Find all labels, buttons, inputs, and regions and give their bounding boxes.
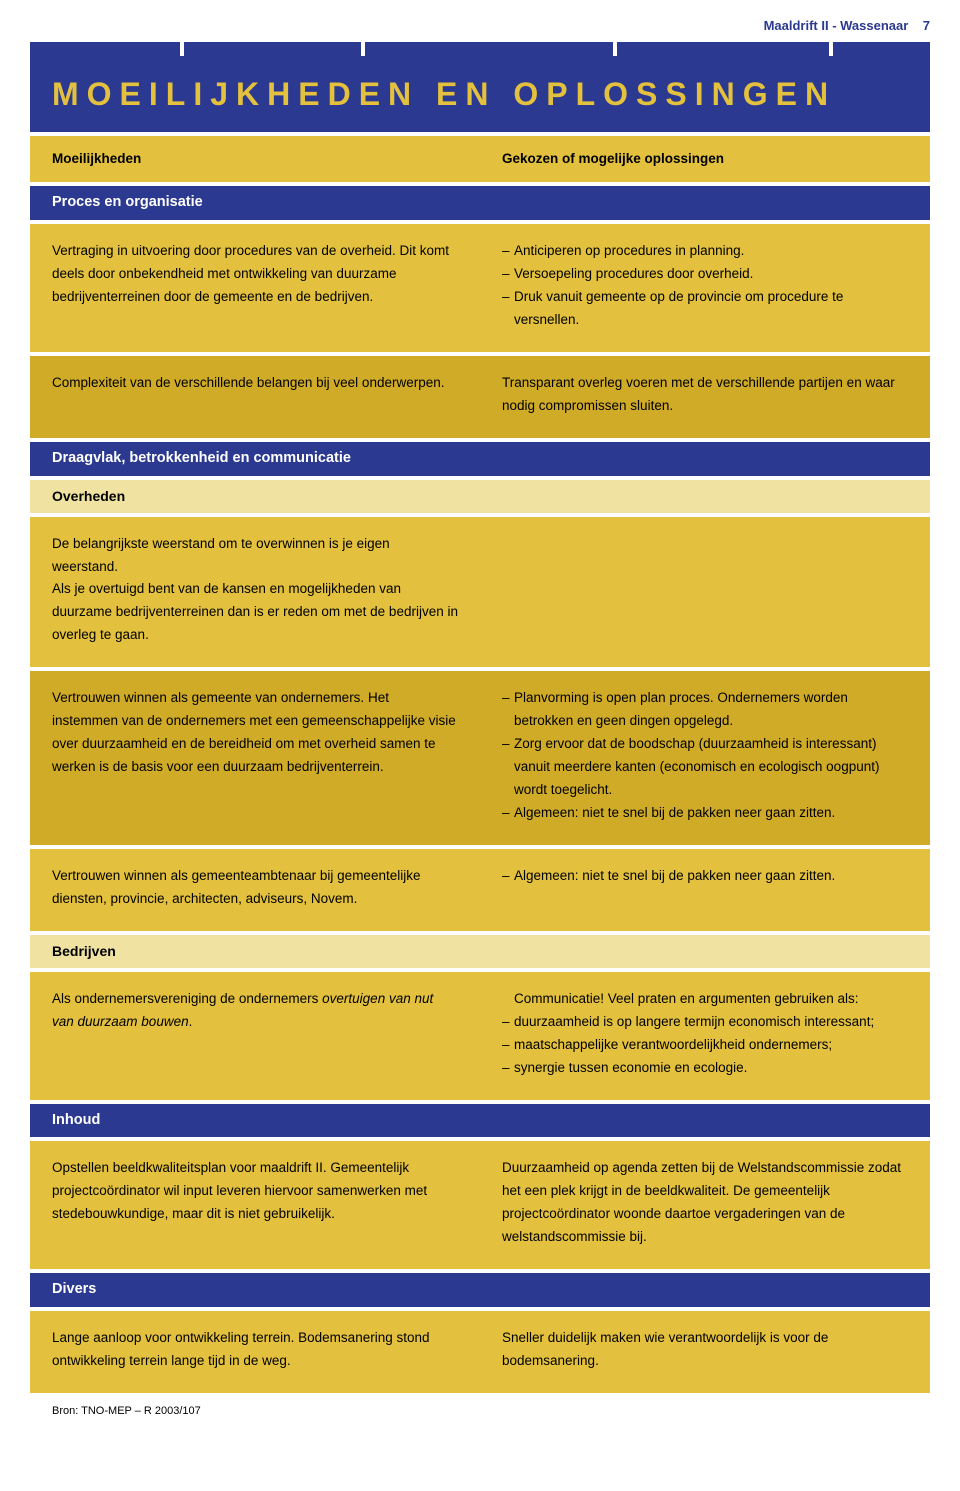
- list-item: Druk vanuit gemeente op de provincie om …: [502, 286, 908, 332]
- content-row: Vertrouwen winnen als gemeente van onder…: [30, 671, 930, 845]
- running-header: Maaldrift II - Wassenaar 7: [30, 0, 930, 42]
- cell-left: Vertrouwen winnen als gemeenteambtenaar …: [30, 849, 480, 931]
- tab-segment: [30, 42, 180, 56]
- content-row: Lange aanloop voor ontwikkeling terrein.…: [30, 1311, 930, 1393]
- col-header-left: Moeilijkheden: [30, 136, 480, 183]
- list-item: Algemeen: niet te snel bij de pakken nee…: [502, 865, 908, 888]
- cell-left: Lange aanloop voor ontwikkeling terrein.…: [30, 1311, 480, 1393]
- cell-right: Communicatie! Veel praten en argumenten …: [480, 972, 930, 1100]
- cell-right-text: Duurzaamheid op agenda zetten bij de Wel…: [502, 1157, 908, 1249]
- cell-left: Als ondernemersvereniging de ondernemers…: [30, 972, 480, 1100]
- page: Maaldrift II - Wassenaar 7 MOEILIJKHEDEN…: [0, 0, 960, 1437]
- list-item: synergie tussen economie en ecologie.: [502, 1057, 908, 1080]
- content-row: Vertraging in uitvoering door procedures…: [30, 224, 930, 352]
- cell-right-intro: Communicatie! Veel praten en argumenten …: [502, 988, 908, 1011]
- dash-list: Planvorming is open plan proces. Onderne…: [502, 687, 908, 825]
- cell-left: De belangrijkste weerstand om te overwin…: [30, 517, 480, 668]
- page-number: 7: [923, 18, 930, 33]
- content-row: De belangrijkste weerstand om te overwin…: [30, 517, 930, 668]
- list-item: Zorg ervoor dat de boodschap (duurzaamhe…: [502, 733, 908, 802]
- cell-left: Vertraging in uitvoering door procedures…: [30, 224, 480, 352]
- tab-segment: [833, 42, 930, 56]
- list-item: Planvorming is open plan proces. Onderne…: [502, 687, 908, 733]
- subsection-header: Bedrijven: [30, 935, 930, 968]
- cell-right: Algemeen: niet te snel bij de pakken nee…: [480, 849, 930, 931]
- dash-list: duurzaamheid is op langere termijn econo…: [502, 1011, 908, 1080]
- subsection-header: Overheden: [30, 480, 930, 513]
- doc-title: Maaldrift II - Wassenaar: [764, 18, 909, 33]
- list-item: Anticiperen op procedures in planning.: [502, 240, 908, 263]
- cell-right: Duurzaamheid op agenda zetten bij de Wel…: [480, 1141, 930, 1269]
- list-item: duurzaamheid is op langere termijn econo…: [502, 1011, 908, 1034]
- content-row: Complexiteit van de verschillende belang…: [30, 356, 930, 438]
- cell-left: Complexiteit van de verschillende belang…: [30, 356, 480, 438]
- section-header: Inhoud: [30, 1104, 930, 1138]
- dash-list: Anticiperen op procedures in planning.Ve…: [502, 240, 908, 332]
- cell-left: Opstellen beeldkwaliteitsplan voor maald…: [30, 1141, 480, 1269]
- source-line: Bron: TNO-MEP – R 2003/107: [30, 1393, 930, 1420]
- section-header: Divers: [30, 1273, 930, 1307]
- tab-segment: [365, 42, 613, 56]
- sections: Proces en organisatie Vertraging in uitvo…: [30, 186, 930, 1392]
- cell-right: Planvorming is open plan proces. Onderne…: [480, 671, 930, 845]
- list-item: Algemeen: niet te snel bij de pakken nee…: [502, 802, 908, 825]
- list-item: Versoepeling procedures door overheid.: [502, 263, 908, 286]
- content-row: Vertrouwen winnen als gemeenteambtenaar …: [30, 849, 930, 931]
- tab-segment: [617, 42, 829, 56]
- cell-right-text: Sneller duidelijk maken wie verantwoorde…: [502, 1327, 908, 1373]
- tab-segment: [184, 42, 361, 56]
- col-header-right: Gekozen of mogelijke oplossingen: [480, 136, 930, 183]
- cell-right: Anticiperen op procedures in planning.Ve…: [480, 224, 930, 352]
- list-item: maatschappelijke verantwoordelijkheid on…: [502, 1034, 908, 1057]
- cell-left: Vertrouwen winnen als gemeente van onder…: [30, 671, 480, 845]
- dash-list: Algemeen: niet te snel bij de pakken nee…: [502, 865, 908, 888]
- cell-right: Transparant overleg voeren met de versch…: [480, 356, 930, 438]
- cell-right: Sneller duidelijk maken wie verantwoorde…: [480, 1311, 930, 1393]
- tab-strip: [30, 42, 930, 56]
- main-title: MOEILIJKHEDEN EN OPLOSSINGEN: [30, 56, 930, 132]
- section-header: Proces en organisatie: [30, 186, 930, 220]
- column-headers: Moeilijkheden Gekozen of mogelijke oplos…: [30, 136, 930, 183]
- section-header: Draagvlak, betrokkenheid en communicatie: [30, 442, 930, 476]
- content-row: Als ondernemersvereniging de ondernemers…: [30, 972, 930, 1100]
- cell-right: [480, 517, 930, 668]
- content-row: Opstellen beeldkwaliteitsplan voor maald…: [30, 1141, 930, 1269]
- cell-right-text: Transparant overleg voeren met de versch…: [502, 372, 908, 418]
